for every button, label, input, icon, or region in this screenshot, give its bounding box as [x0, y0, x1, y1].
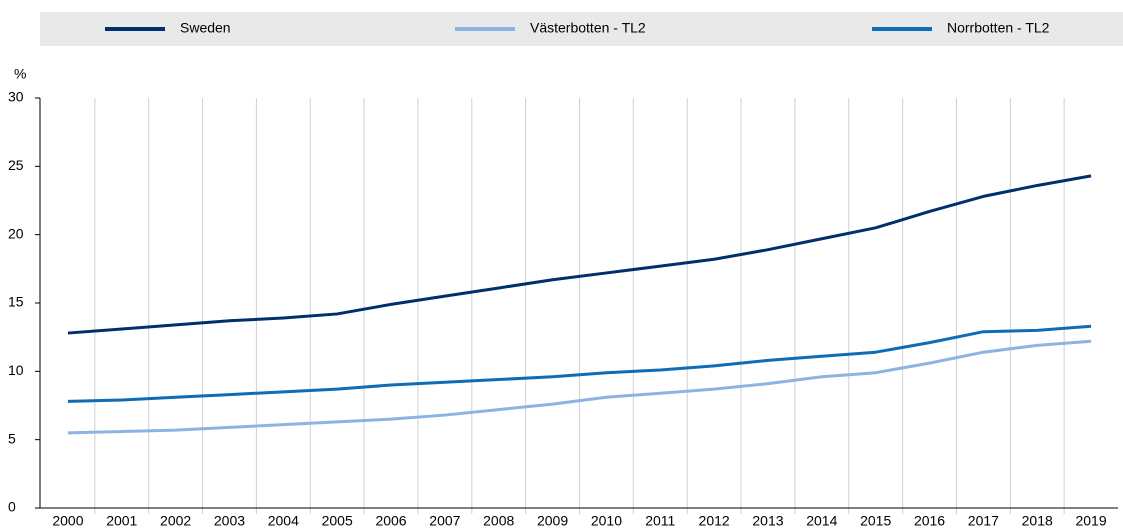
x-tick-label: 2001 [106, 513, 137, 529]
y-tick-label: 30 [8, 89, 24, 105]
x-tick-label: 2015 [860, 513, 891, 529]
x-tick-label: 2014 [806, 513, 837, 529]
series-line [67, 324, 1092, 403]
x-tick-label: 2000 [52, 513, 83, 529]
legend-background [40, 12, 1123, 46]
x-tick-label: 2009 [537, 513, 568, 529]
x-tick-label: 2004 [268, 513, 299, 529]
y-tick-label: 10 [8, 362, 24, 378]
legend-label: Norrbotten - TL2 [947, 20, 1050, 36]
x-tick-label: 2008 [483, 513, 514, 529]
x-tick-label: 2017 [968, 513, 999, 529]
x-tick-label: 2005 [322, 513, 353, 529]
series-line [67, 174, 1092, 335]
x-tick-label: 2011 [645, 513, 675, 529]
x-tick-label: 2006 [375, 513, 406, 529]
x-tick-label: 2012 [699, 513, 730, 529]
x-tick-label: 2019 [1075, 513, 1106, 529]
x-tick-label: 2007 [429, 513, 460, 529]
x-tick-label: 2013 [752, 513, 783, 529]
y-tick-label: 25 [8, 157, 24, 173]
legend-label: Sweden [180, 20, 231, 36]
x-tick-label: 2010 [591, 513, 622, 529]
y-tick-label: 20 [8, 225, 24, 241]
y-tick-label: 15 [8, 294, 24, 310]
y-tick-label: 0 [8, 499, 16, 515]
y-tick-label: 5 [8, 430, 16, 446]
legend-label: Västerbotten - TL2 [530, 20, 646, 36]
x-tick-label: 2018 [1022, 513, 1053, 529]
y-axis-label: % [14, 66, 26, 82]
x-tick-label: 2003 [214, 513, 245, 529]
series-line [67, 339, 1092, 435]
x-tick-label: 2016 [914, 513, 945, 529]
x-tick-label: 2002 [160, 513, 191, 529]
